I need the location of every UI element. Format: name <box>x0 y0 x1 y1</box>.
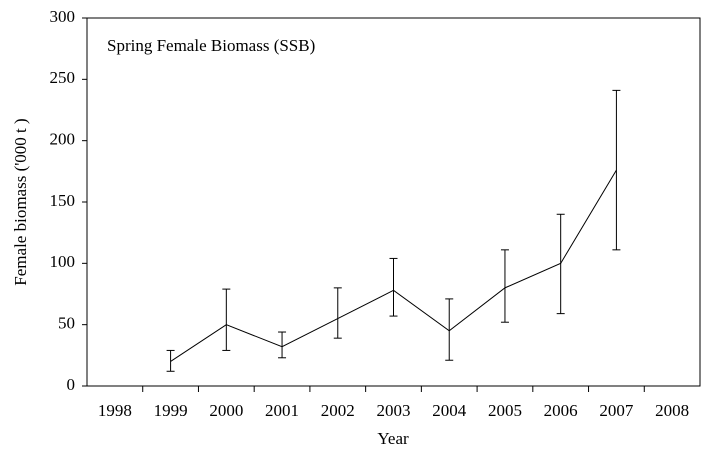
error-bar <box>500 249 509 323</box>
error-bar <box>166 349 175 372</box>
error-bar <box>389 257 398 317</box>
x-tick-label: 2008 <box>655 401 689 420</box>
y-tick-label: 100 <box>50 252 76 271</box>
error-bar <box>556 213 565 315</box>
y-tick-label: 250 <box>50 68 76 87</box>
x-tick-label: 2001 <box>265 401 299 420</box>
y-tick-label: 300 <box>50 7 76 26</box>
x-tick-label: 1999 <box>154 401 188 420</box>
y-tick-label: 150 <box>50 191 76 210</box>
x-tick-label: 2006 <box>544 401 578 420</box>
error-bar <box>612 89 621 251</box>
x-tick-label: 2005 <box>488 401 522 420</box>
x-tick-label: 2003 <box>377 401 411 420</box>
annotation: Spring Female Biomass (SSB) <box>107 36 315 55</box>
error-bar <box>445 298 454 361</box>
y-axis-label: Female biomass ('000 t ) <box>11 118 30 285</box>
y-tick-label: 50 <box>58 314 75 333</box>
x-tick-label: 2000 <box>209 401 243 420</box>
x-tick-label: 2007 <box>599 401 634 420</box>
error-bar <box>222 288 231 351</box>
x-tick-label: 1998 <box>98 401 132 420</box>
y-tick-label: 200 <box>50 130 76 149</box>
x-axis-label: Year <box>377 429 409 448</box>
series-line <box>170 169 617 362</box>
y-tick-label: 0 <box>67 375 76 394</box>
x-tick-label: 2002 <box>321 401 355 420</box>
error-bar <box>333 287 342 339</box>
plot-frame <box>86 17 701 387</box>
x-tick-label: 2004 <box>432 401 467 420</box>
error-bar <box>278 331 287 359</box>
